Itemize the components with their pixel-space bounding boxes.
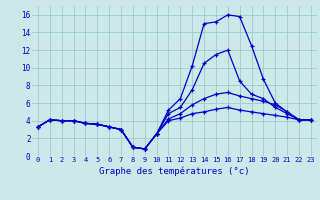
X-axis label: Graphe des températures (°c): Graphe des températures (°c) [99,166,250,176]
